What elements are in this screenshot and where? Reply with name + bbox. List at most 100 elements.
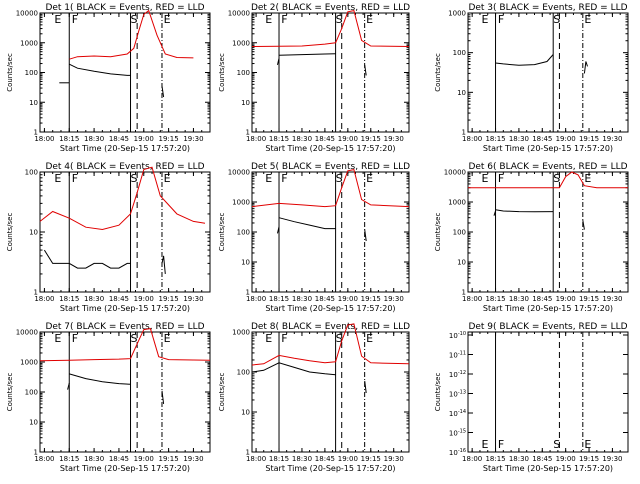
x-tick-label: 18:45 [315,295,335,303]
y-tick-label: 10000 [228,169,250,177]
x-tick-label: 18:15 [485,455,505,463]
y-tick-label: 10-11 [449,351,466,360]
interval-marker-label: F [72,13,78,26]
interval-marker-label: E [584,438,591,451]
x-tick-label: 18:00 [246,295,266,303]
x-tick-label: 19:00 [134,455,154,463]
interval-marker-label: E [482,13,489,26]
panel-title: Det 8( BLACK = Events, RED = LLD [251,322,410,332]
events-series-line [43,249,131,269]
axes-frame [251,331,410,453]
y-tick-label: 10 [241,99,250,107]
interval-marker-label: F [498,438,504,451]
interval-marker-label: S [131,13,138,26]
x-tick-label: 18:00 [462,295,482,303]
interval-marker-label: E [265,172,272,185]
x-axis-label: Start Time (20-Sep-15 17:57:20) [483,464,613,473]
y-tick-label: 1 [246,289,250,297]
x-axis-label: Start Time (20-Sep-15 17:57:20) [265,464,395,473]
x-tick-label: 19:00 [556,295,576,303]
interval-marker-label: F [498,13,504,26]
interval-marker-label: E [584,13,591,26]
interval-marker-label: E [164,172,171,185]
axes-frame [251,12,410,133]
events-series-line [495,54,554,66]
x-tick-label: 19:30 [602,135,622,143]
x-tick-label: 18:30 [509,455,529,463]
x-tick-label: 18:45 [532,135,552,143]
y-tick-label: 1000 [448,10,466,18]
panel-title: Det 1( BLACK = Events, RED = LLD [45,3,204,13]
events-series-line [364,229,367,242]
y-tick-label: 100 [453,229,466,237]
x-tick-label: 18:15 [485,135,505,143]
interval-marker-label: S [131,172,138,185]
interval-marker-label: E [265,332,272,345]
interval-marker-label: E [482,172,489,185]
x-tick-label: 19:00 [556,455,576,463]
events-series-line [67,382,70,390]
y-axis-label: Counts/sec [218,53,226,92]
x-tick-label: 18:45 [315,455,335,463]
x-tick-label: 18:45 [315,135,335,143]
axes-frame [467,331,629,453]
x-tick-label: 19:15 [159,455,179,463]
detector-panel-4: Det 4( BLACK = Events, RED = LLD 18:00 18:… [6,162,211,313]
x-tick-label: 19:00 [134,135,154,143]
axes-frame [467,171,629,293]
interval-marker-label: E [482,438,489,451]
x-tick-label: 18:15 [485,295,505,303]
interval-marker-label: S [336,13,343,26]
x-tick-label: 18:15 [59,455,79,463]
events-series-line [251,362,336,376]
y-tick-label: 10-15 [449,429,466,438]
lld-series-line [39,166,206,231]
x-tick-label: 19:30 [602,455,622,463]
x-tick-label: 18:00 [34,135,54,143]
x-tick-label: 18:30 [84,135,104,143]
panel-title: Det 4( BLACK = Events, RED = LLD [45,162,204,172]
x-tick-label: 18:30 [84,455,104,463]
lld-series-line [251,169,410,208]
y-tick-label: 10 [29,419,38,427]
events-series-line [161,390,165,404]
y-tick-label: 1 [34,289,38,297]
x-tick-label: 18:15 [269,455,289,463]
x-tick-label: 19:30 [183,135,203,143]
x-axis-label: Start Time (20-Sep-15 17:57:20) [265,144,395,153]
x-tick-label: 19:15 [361,135,381,143]
y-tick-label: 1 [246,449,250,457]
x-tick-label: 19:15 [159,295,179,303]
y-axis-label: Counts/sec [6,373,14,412]
axes-frame [39,171,211,293]
x-tick-label: 18:15 [269,135,289,143]
y-tick-label: 1000 [232,329,250,337]
interval-marker-label: E [366,13,373,26]
panel-title: Det 9( BLACK = Events, RED = LLD [468,322,627,332]
y-tick-label: 1 [462,289,466,297]
interval-marker-label: S [553,438,560,451]
x-tick-label: 18:45 [109,135,129,143]
x-tick-label: 19:15 [361,455,381,463]
x-tick-label: 19:15 [579,135,599,143]
y-tick-label: 10 [29,99,38,107]
y-tick-label: 10000 [16,329,38,337]
events-series-line [69,63,131,76]
axes-frame [251,171,410,293]
x-tick-label: 18:15 [59,295,79,303]
events-series-line [277,58,280,66]
lld-series-line [468,171,628,189]
y-tick-label: 1 [462,129,466,137]
lld-series-line [251,323,410,366]
interval-marker-label: F [281,172,287,185]
axes-frame [467,12,629,133]
x-tick-label: 19:30 [183,295,203,303]
y-tick-label: 1000 [20,359,38,367]
y-tick-label: 10-10 [449,331,466,340]
lld-series-line [39,328,211,362]
